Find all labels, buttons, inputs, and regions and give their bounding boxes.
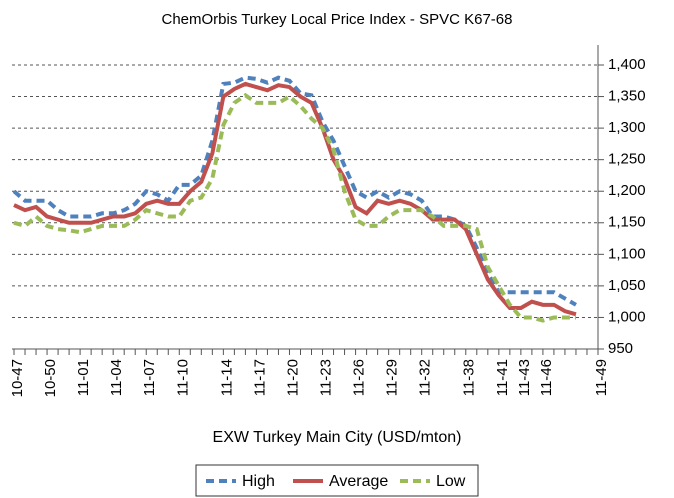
legend-label: High	[242, 473, 275, 490]
y-tick-label: 1,350	[608, 88, 646, 105]
x-tick-label: 11-17	[251, 359, 268, 396]
y-tick-label: 1,250	[608, 151, 646, 168]
chart-title: ChemOrbis Turkey Local Price Index - SPV…	[162, 11, 513, 28]
y-tick-label: 950	[608, 340, 633, 357]
y-tick-label: 1,100	[608, 245, 646, 262]
series-line	[13, 92, 576, 323]
y-tick-label: 1,150	[608, 214, 646, 231]
y-tick-label: 1,000	[608, 308, 646, 325]
legend-label: Low	[436, 473, 466, 490]
x-tick-label: 11-04	[108, 359, 125, 396]
y-tick-label: 1,200	[608, 182, 646, 199]
x-tick-label: 11-01	[75, 359, 92, 396]
x-tick-label: 11-46	[538, 359, 555, 396]
x-tick-label: 11-43	[516, 359, 533, 396]
legend-box	[195, 464, 479, 497]
series-line	[12, 75, 577, 307]
x-tick-label: 11-23	[317, 359, 334, 396]
x-tick-label: 11-32	[417, 359, 434, 396]
x-tick-label: 11-14	[218, 359, 235, 396]
x-tick-label: 10-50	[42, 359, 59, 397]
x-tick-label: 11-38	[461, 359, 478, 396]
y-tick-label: 1,300	[608, 119, 646, 136]
x-tick-label: 11-49	[593, 359, 610, 396]
x-tick-label: 11-29	[384, 359, 401, 396]
x-axis-title: EXW Turkey Main City (USD/mton)	[213, 429, 462, 446]
x-tick-label: 11-26	[351, 359, 368, 396]
legend-label: Average	[329, 473, 388, 490]
y-tick-label: 1,400	[608, 56, 646, 73]
series-line	[13, 81, 577, 317]
y-tick-label: 1,050	[608, 277, 646, 294]
x-tick-label: 11-07	[141, 359, 158, 396]
x-tick-label: 10-47	[9, 359, 26, 397]
x-tick-label: 11-10	[174, 359, 191, 396]
x-tick-label: 11-20	[284, 359, 301, 396]
x-tick-label: 11-41	[494, 359, 511, 396]
